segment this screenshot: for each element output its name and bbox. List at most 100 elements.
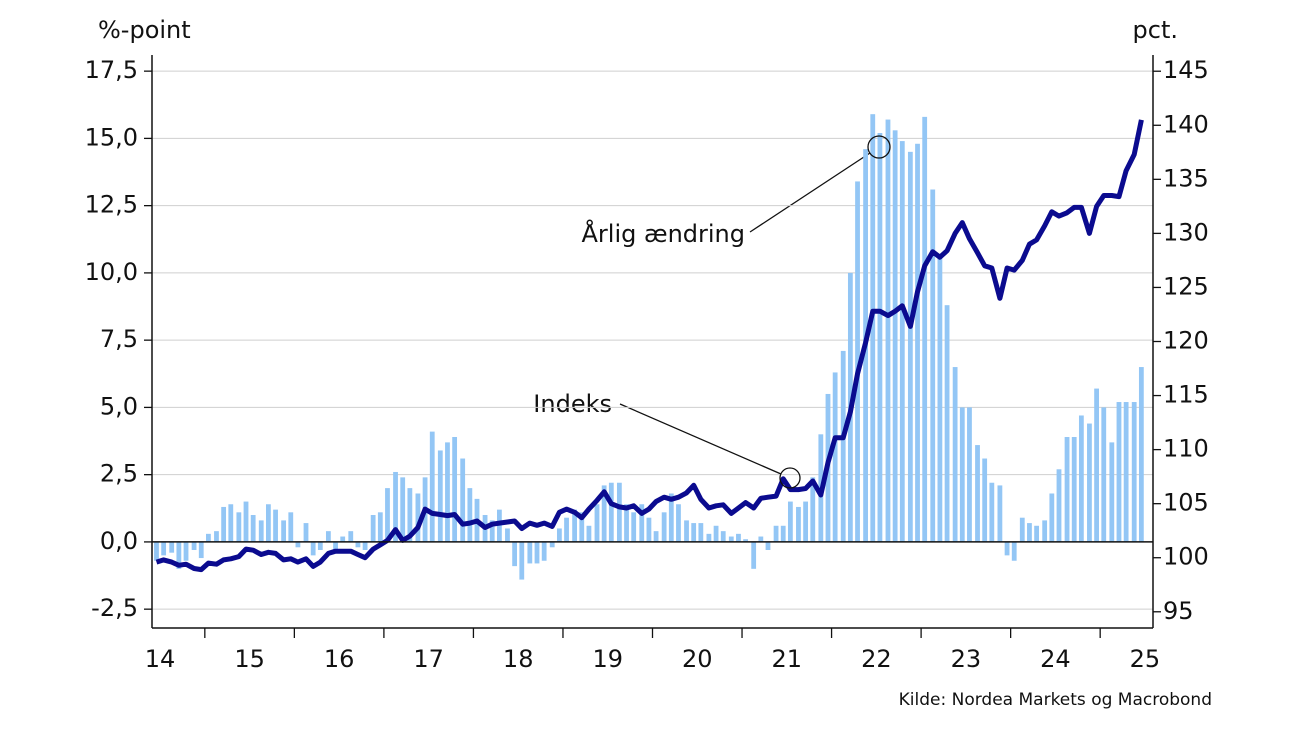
x-tick-label: 18: [503, 645, 534, 673]
bar: [1056, 469, 1062, 542]
bar: [460, 458, 466, 542]
leader-line: [749, 152, 871, 233]
bar: [385, 488, 390, 542]
bar: [930, 189, 936, 542]
bar: [1101, 407, 1107, 542]
bar: [892, 130, 898, 542]
bar: [214, 531, 219, 542]
bar: [288, 512, 294, 542]
bar: [691, 523, 697, 542]
y-tick-label: -2,5: [91, 594, 138, 622]
bar: [907, 151, 913, 542]
bar: [452, 437, 458, 542]
bar: [236, 512, 242, 542]
x-tick-label: 15: [234, 645, 265, 673]
y-tick-label: 10,0: [85, 258, 138, 286]
bar: [832, 372, 838, 542]
bar: [1011, 541, 1017, 561]
bar: [855, 181, 860, 542]
bar: [333, 541, 338, 553]
x-tick-label: 14: [145, 645, 176, 673]
bar: [534, 541, 540, 564]
y-axis-title: %-point: [98, 16, 191, 44]
bar: [959, 407, 965, 542]
bar: [1078, 415, 1084, 542]
y-tick-label: 2,5: [100, 460, 138, 488]
bar: [736, 533, 741, 542]
bar: [1042, 520, 1048, 542]
bar: [616, 482, 622, 542]
bar: [668, 493, 674, 542]
bar: [1004, 541, 1010, 556]
bar: [608, 482, 614, 542]
bar: [646, 517, 652, 542]
y2-tick-label: 145: [1163, 56, 1209, 84]
bar: [1116, 402, 1122, 542]
y2-tick-label: 95: [1163, 597, 1194, 625]
source: Kilde: Nordea Markets og Macrobond: [899, 690, 1212, 710]
bar: [780, 525, 786, 542]
bar: [989, 482, 995, 542]
bar: [1131, 402, 1137, 542]
y2-tick-label: 125: [1163, 272, 1209, 300]
bar: [467, 488, 473, 542]
bar: [206, 533, 211, 542]
bar: [915, 143, 920, 542]
bar: [191, 541, 197, 550]
bar: [952, 367, 958, 542]
bar: [258, 520, 264, 542]
bar: [348, 531, 354, 542]
y2-axis-title: pct.: [1133, 16, 1178, 44]
annotation: Indeks: [533, 390, 612, 418]
bar: [228, 504, 234, 542]
bar: [154, 541, 159, 561]
x-tick-label: 24: [1040, 645, 1071, 673]
bar: [944, 305, 950, 542]
bar: [937, 254, 943, 542]
bar: [445, 442, 450, 542]
y2-tick-label: 140: [1163, 110, 1209, 138]
leader-line: [619, 403, 782, 475]
bar: [676, 504, 681, 542]
bar: [661, 512, 667, 542]
bar: [773, 525, 779, 542]
bar: [1094, 388, 1099, 542]
x-tick-label: 20: [682, 645, 713, 673]
bar: [758, 536, 764, 542]
bar: [250, 515, 256, 542]
bar: [273, 509, 278, 542]
y-tick-label: 7,5: [100, 325, 138, 353]
bar: [221, 506, 227, 542]
bar: [325, 531, 331, 542]
bar: [512, 541, 518, 567]
bar: [370, 515, 376, 542]
bar: [1087, 423, 1092, 542]
bar: [377, 512, 383, 542]
bar: [198, 541, 204, 559]
bar: [840, 350, 846, 542]
bar: [728, 536, 734, 542]
bar: [922, 116, 928, 542]
bar: [489, 520, 495, 542]
bar: [899, 141, 905, 542]
bar: [810, 477, 816, 542]
y2-tick-label: 130: [1163, 218, 1209, 246]
annotation-circle: [867, 135, 891, 159]
bar: [601, 485, 607, 542]
bar: [183, 541, 189, 561]
bar: [796, 506, 801, 542]
bar: [765, 541, 771, 550]
bar: [877, 133, 883, 542]
bar: [310, 541, 316, 556]
bar: [1034, 525, 1040, 542]
bar: [803, 501, 809, 542]
bar: [997, 485, 1003, 542]
bar: [975, 445, 980, 542]
annotation-circle: [779, 467, 801, 489]
bar: [631, 512, 637, 542]
y-tick-label: 15,0: [85, 123, 138, 151]
bar: [624, 504, 629, 542]
bar: [415, 493, 421, 542]
bar: [579, 512, 585, 542]
